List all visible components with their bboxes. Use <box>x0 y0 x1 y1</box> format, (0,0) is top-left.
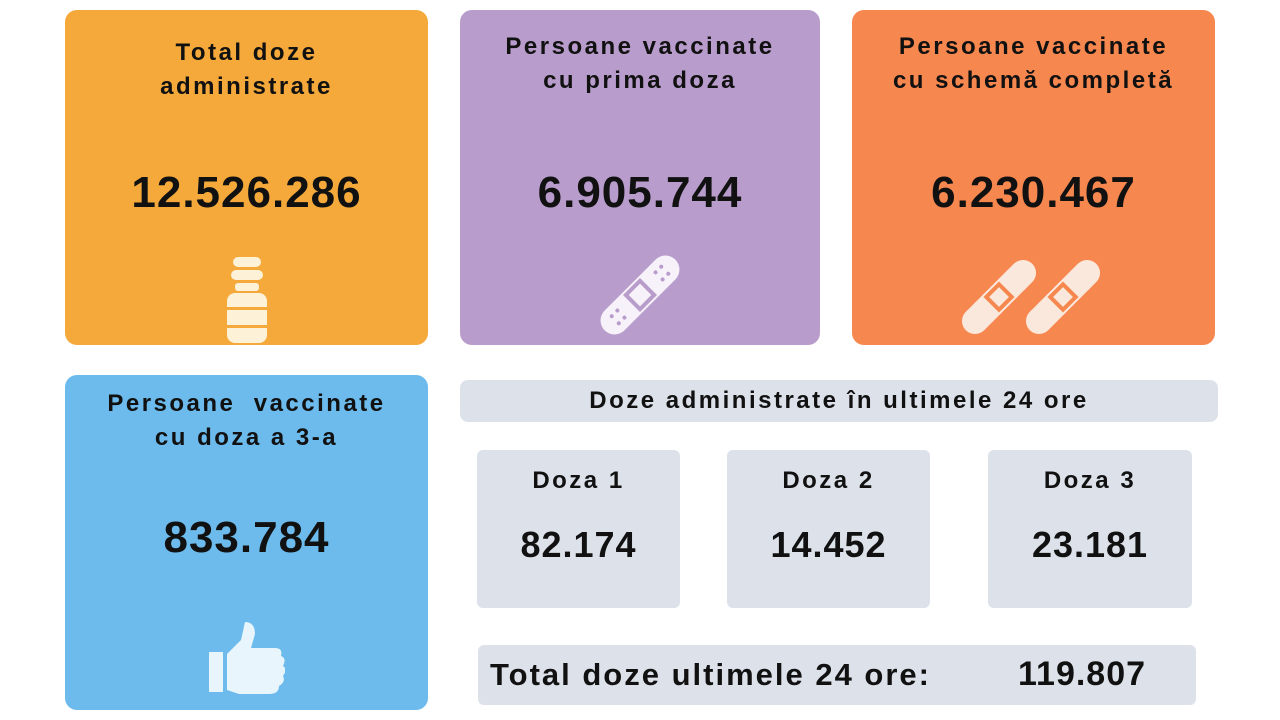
title-line: Persoane vaccinate <box>107 390 386 417</box>
title-line: Persoane vaccinate <box>505 33 775 60</box>
title-line: Total doze <box>175 39 318 66</box>
card-complete: Persoane vaccinate cu schemă completă 6.2… <box>852 10 1215 345</box>
card-third-dose: Persoane vaccinate cu doza a 3-a 833.784 <box>65 375 428 710</box>
section-header: Doze administrate în ultimele 24 ore <box>460 380 1218 422</box>
dose-value: 14.452 <box>770 524 887 565</box>
title-line: cu schemă completă <box>892 67 1175 94</box>
dose-label: Doza 3 <box>1043 467 1137 494</box>
card-value: 6.905.744 <box>537 168 743 217</box>
title-line: cu prima doza <box>543 67 737 94</box>
total-bar: Total doze ultimele 24 ore: 119.807 <box>478 645 1196 705</box>
card-value: 833.784 <box>163 513 330 562</box>
bandages-icon <box>961 259 1101 335</box>
card-title: Persoane vaccinate cu doza a 3-a <box>65 387 428 455</box>
section-title: Doze administrate în ultimele 24 ore <box>589 387 1089 414</box>
vial-icon <box>227 257 267 343</box>
title-line: administrate <box>160 73 333 100</box>
title-line: cu doza a 3-a <box>154 424 339 451</box>
dose-box: Doza 1 82.174 <box>477 450 680 608</box>
dose-value: 82.174 <box>520 524 637 565</box>
card-first-dose: Persoane vaccinate cu prima doza 6.905.74… <box>460 10 820 345</box>
total-value: 119.807 <box>1018 655 1147 693</box>
card-value: 12.526.286 <box>131 168 362 217</box>
dose-value: 23.181 <box>1031 524 1149 565</box>
card-title: Persoane vaccinate cu prima doza <box>460 30 820 98</box>
dose-label: Doza 2 <box>782 467 875 494</box>
dose-label: Doza 1 <box>532 467 625 494</box>
card-value: 6.230.467 <box>931 168 1136 217</box>
card-title: Persoane vaccinate cu schemă completă <box>852 30 1215 98</box>
total-label: Total doze ultimele 24 ore: <box>490 657 932 692</box>
dose-box: Doza 2 14.452 <box>727 450 930 608</box>
dose-box: Doza 3 23.181 <box>988 450 1192 608</box>
bandage-icon <box>600 255 680 335</box>
card-total: Total doze administrate 12.526.286 <box>65 10 428 345</box>
thumbs-up-icon <box>209 622 285 694</box>
title-line: Persoane vaccinate <box>898 33 1169 60</box>
card-title: Total doze administrate <box>65 36 428 104</box>
